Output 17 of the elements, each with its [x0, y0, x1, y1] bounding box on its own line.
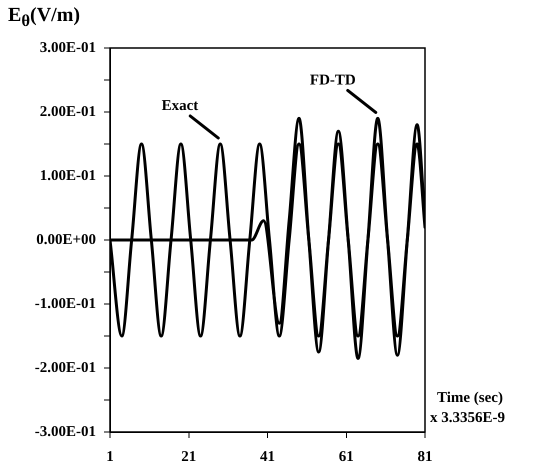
y-axis-title: E$_{θ}$(V/m)	[8, 4, 80, 31]
y-tick-label: 0.00E+00	[36, 232, 96, 248]
y-tick-label: -1.00E-01	[34, 296, 96, 312]
annotation: FD-TD	[310, 72, 356, 88]
y-tick-label: 2.00E-01	[40, 104, 96, 120]
y-tick-label: -3.00E-01	[34, 424, 96, 440]
x-tick-label: 61	[338, 448, 354, 465]
y-tick-label: -2.00E-01	[34, 360, 96, 376]
annotation: Exact	[162, 98, 198, 114]
x-tick-label: 81	[418, 448, 432, 465]
text: x 3.3356E-9	[430, 410, 505, 426]
x-tick-label: 41	[260, 448, 275, 465]
x-tick-label: 21	[181, 448, 196, 465]
y-tick-label: 3.00E-01	[40, 40, 96, 56]
x-tick-label: 1	[106, 448, 114, 465]
y-tick-label: 1.00E-01	[40, 168, 96, 184]
x-axis-title: Time (sec)	[437, 390, 503, 406]
